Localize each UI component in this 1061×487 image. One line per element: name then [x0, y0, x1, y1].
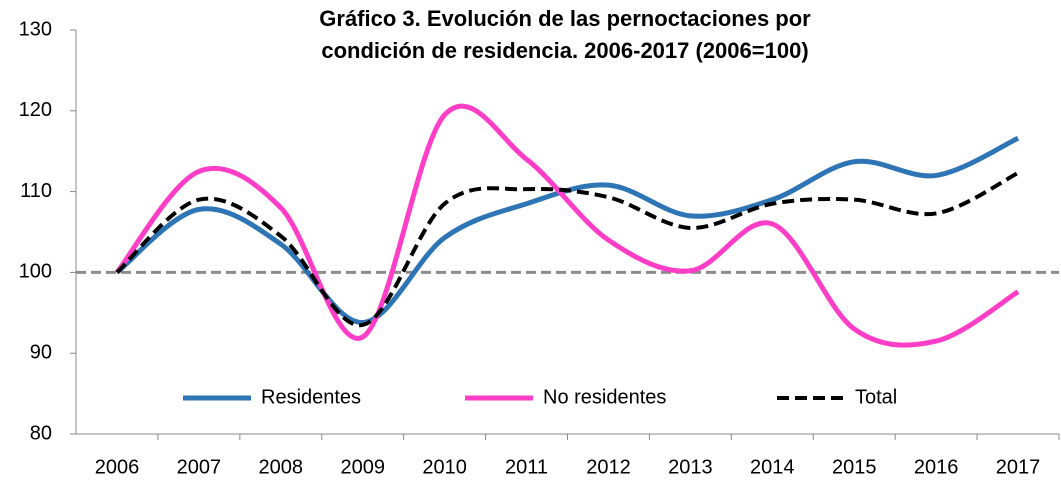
x-tick-label: 2011 [505, 456, 548, 478]
series-line [114, 103, 1020, 348]
series-line [115, 135, 1020, 325]
y-tick-label: 90 [30, 341, 52, 363]
y-tick-label: 80 [30, 422, 52, 444]
x-tick-label: 2017 [996, 456, 1041, 478]
x-tick-label: 2010 [422, 456, 467, 478]
chart-title: condición de residencia. 2006-2017 (2006… [321, 38, 808, 63]
y-tick-label: 100 [19, 261, 52, 283]
x-tick-label: 2006 [95, 456, 140, 478]
legend-label: Residentes [261, 386, 361, 408]
x-tick-label: 2007 [177, 456, 222, 478]
x-tick-label: 2015 [832, 456, 877, 478]
y-tick-label: 110 [20, 180, 52, 202]
x-tick-label: 2016 [914, 456, 959, 478]
y-tick-label: 130 [19, 18, 52, 40]
legend-label: Total [855, 386, 897, 408]
legend-label: No residentes [543, 386, 666, 408]
x-tick-label: 2009 [340, 456, 385, 478]
y-tick-label: 120 [19, 99, 52, 121]
x-tick-label: 2014 [750, 456, 795, 478]
series-line [115, 171, 1019, 327]
x-tick-label: 2008 [259, 456, 304, 478]
x-tick-label: 2012 [586, 456, 631, 478]
x-tick-label: 2013 [668, 456, 713, 478]
chart-title: Gráfico 3. Evolución de las pernoctacion… [319, 6, 811, 31]
